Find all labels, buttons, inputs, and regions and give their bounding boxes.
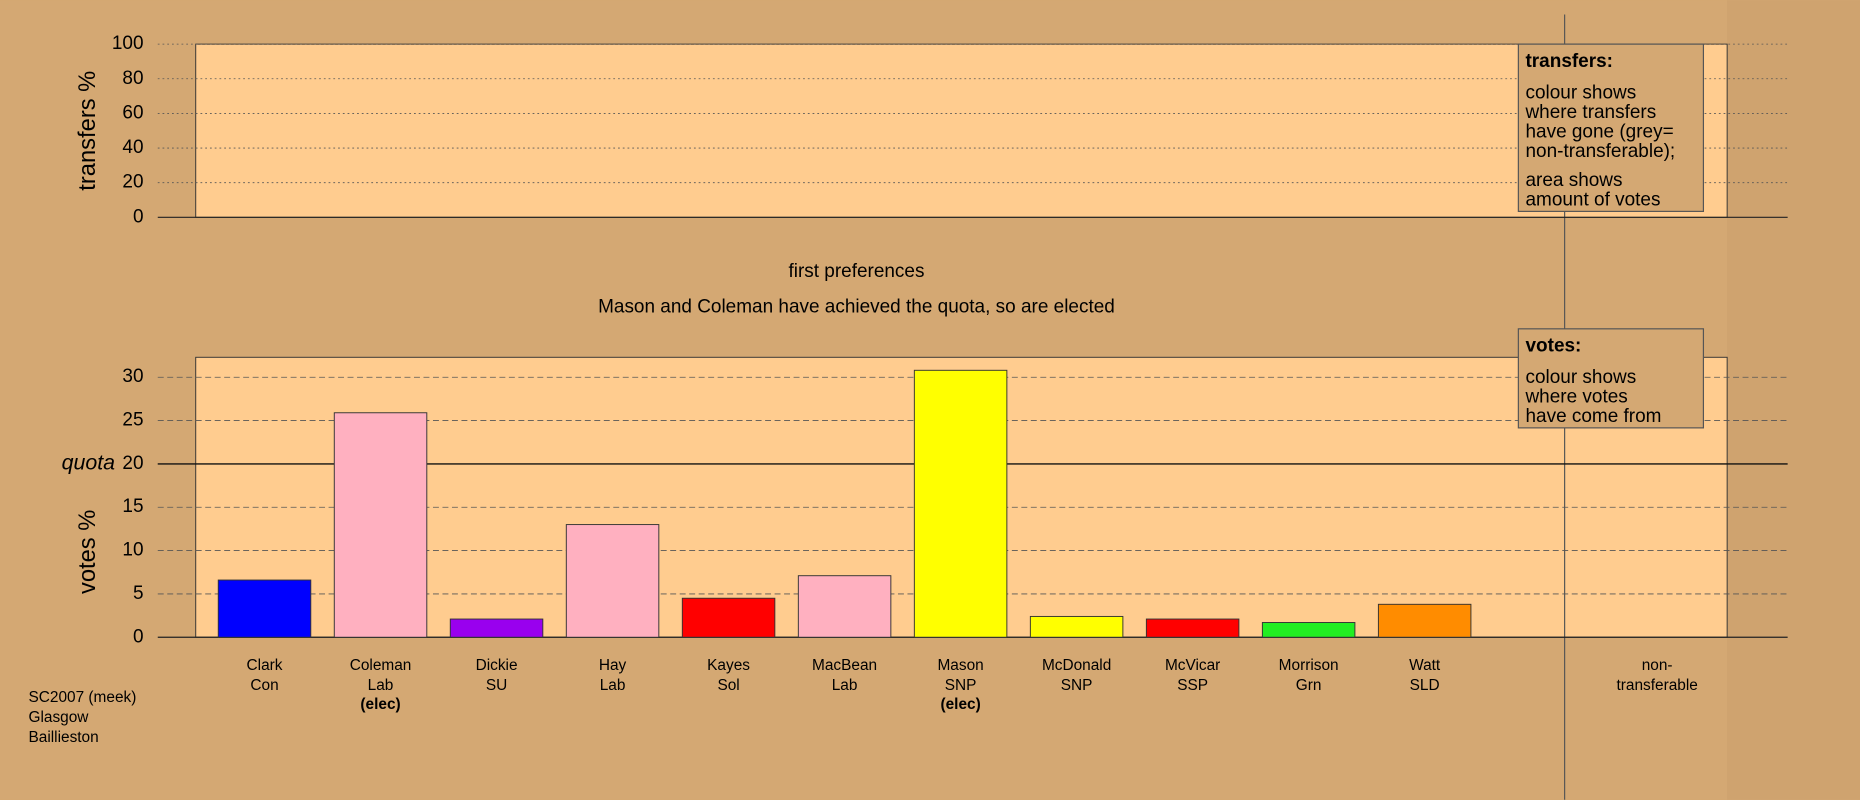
bar <box>333 412 428 638</box>
x-tick-party: SNP <box>945 677 977 694</box>
x-tick-party: Lab <box>832 677 858 694</box>
note-line: colour shows <box>1525 82 1636 103</box>
bar <box>1145 618 1240 638</box>
x-tick-party: SLD <box>1410 677 1440 694</box>
x-tick-party: SSP <box>1177 677 1208 694</box>
x-tick-party: Grn <box>1296 677 1322 694</box>
x-tick-label: McDonald <box>1042 657 1111 674</box>
note-line: area shows <box>1525 170 1622 191</box>
x-tick-label: Kayes <box>707 657 750 674</box>
note-line: where votes <box>1524 387 1627 408</box>
y-tick-label: 20 <box>122 172 143 193</box>
note-line: amount of votes <box>1525 190 1660 211</box>
note-line: have gone (grey= <box>1525 122 1673 143</box>
x-tick-label: Coleman <box>350 657 412 674</box>
x-tick-party: Con <box>250 677 278 694</box>
note-title: transfers: <box>1525 51 1612 72</box>
bar <box>449 618 544 638</box>
bar <box>681 597 776 638</box>
chart-subtitle: Mason and Coleman have achieved the quot… <box>598 296 1115 317</box>
note-line: non-transferable); <box>1525 141 1675 162</box>
y-tick-label: 40 <box>122 137 143 158</box>
x-tick-label: Hay <box>599 657 627 674</box>
x-tick-label: McVicar <box>1165 657 1220 674</box>
bar <box>797 575 892 638</box>
note-title: votes: <box>1525 336 1581 357</box>
y-tick-label: 30 <box>122 366 143 387</box>
x-tick-label: non- <box>1642 657 1673 674</box>
bar <box>1377 603 1472 638</box>
note-line: where transfers <box>1524 102 1656 123</box>
y-tick-label: 100 <box>112 33 144 54</box>
bar <box>1261 622 1356 638</box>
x-tick-label: transferable <box>1616 677 1697 694</box>
x-tick-label: Watt <box>1409 657 1441 674</box>
y-tick-label: 15 <box>122 496 143 517</box>
chart-title: first preferences <box>788 261 924 282</box>
x-tick-party: Lab <box>600 677 626 694</box>
y-tick-label: 5 <box>133 583 144 604</box>
x-tick-label: Dickie <box>476 657 518 674</box>
bar <box>913 369 1008 638</box>
x-tick-label: MacBean <box>812 657 877 674</box>
quota-label: quota <box>62 451 116 475</box>
x-tick-label: Morrison <box>1279 657 1339 674</box>
y-tick-label: 25 <box>122 410 143 431</box>
bar <box>565 524 660 638</box>
y-tick-label: 60 <box>122 102 143 123</box>
footer-line: SC2007 (meek) <box>28 689 136 706</box>
footer-line: Glasgow <box>28 709 89 726</box>
y-tick-label: 0 <box>133 206 144 227</box>
y-axis-label: transfers % <box>75 71 101 191</box>
note-box <box>1517 328 1705 429</box>
plot-area <box>195 43 1728 218</box>
note-line: have come from <box>1525 406 1661 427</box>
shade <box>1727 0 1860 800</box>
elected-label: (elec) <box>360 696 400 713</box>
x-tick-party: SNP <box>1061 677 1093 694</box>
x-tick-party: SU <box>486 677 507 694</box>
x-tick-party: Lab <box>368 677 394 694</box>
x-tick-label: Clark <box>247 657 283 674</box>
y-tick-label: 80 <box>122 68 143 89</box>
note-box <box>1517 43 1705 212</box>
footer-line: Baillieston <box>28 729 98 746</box>
elected-label: (elec) <box>940 696 980 713</box>
x-tick-label: Mason <box>937 657 983 674</box>
note-line: colour shows <box>1525 367 1636 388</box>
y-tick-label: 10 <box>122 540 143 561</box>
y-tick-label: 0 <box>133 626 144 647</box>
bar <box>1029 615 1124 638</box>
y-axis-label: votes % <box>75 510 101 594</box>
y-tick-label: 20 <box>122 453 143 474</box>
x-tick-party: Sol <box>717 677 739 694</box>
bar <box>217 579 312 638</box>
